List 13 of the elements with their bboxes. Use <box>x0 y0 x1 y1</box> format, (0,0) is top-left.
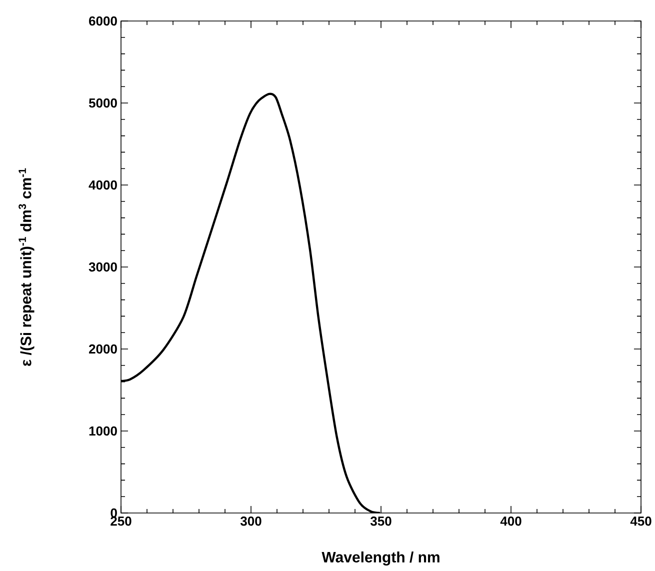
y-tick-label: 3000 <box>88 262 117 272</box>
x-tick-label: 300 <box>240 516 262 526</box>
x-tick-label: 350 <box>370 516 392 526</box>
x-tick-label: 400 <box>500 516 522 526</box>
x-tick-label: 250 <box>110 516 132 526</box>
y-axis-title: ε /(Si repeat unit)$^{-1}$ dm$^{3}$ cm$^{-1}$ <box>18 168 34 366</box>
x-axis-title: Wavelength / nm <box>322 551 440 566</box>
y-tick-label: 2000 <box>89 344 117 354</box>
y-tick-label: 4000 <box>88 180 117 190</box>
y-tick-label: 5000 <box>88 98 117 108</box>
y-tick-label: 6000 <box>89 16 117 26</box>
y-tick-label: 1000 <box>89 426 117 436</box>
x-tick-label: 450 <box>630 516 652 526</box>
